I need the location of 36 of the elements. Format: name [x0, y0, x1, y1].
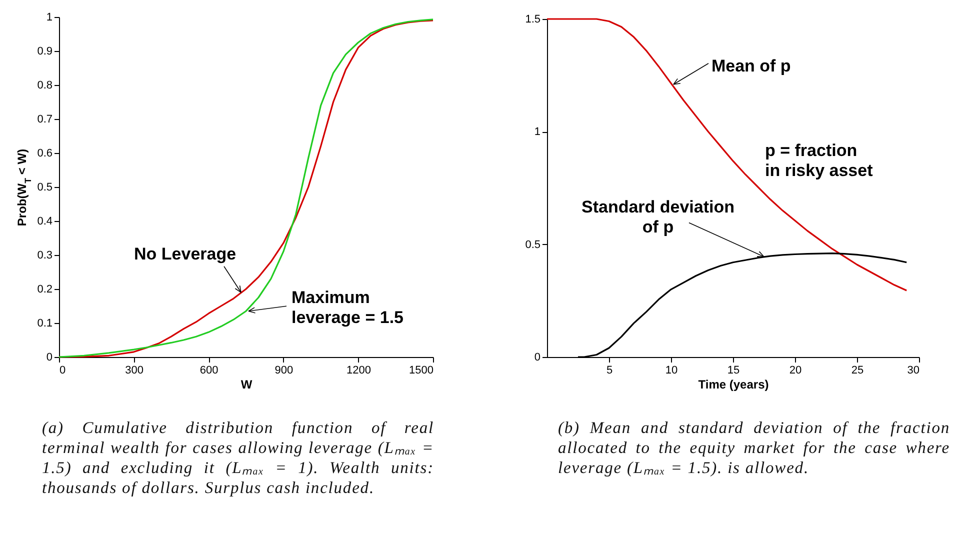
x-tick-label: 15: [727, 364, 740, 376]
x-axis-title: Time (years): [698, 378, 769, 392]
y-tick-label: 0.5: [37, 182, 52, 194]
y-tick-label: 1: [534, 126, 540, 138]
annotation: Maximum leverage = 1.5: [291, 288, 404, 328]
y-tick-label: 0.2: [37, 284, 52, 296]
x-tick-label: 5: [606, 364, 613, 376]
y-tick-label: 0: [534, 352, 540, 364]
y-tick-label: 0.5: [525, 238, 540, 251]
y-tick-label: 0.3: [37, 250, 52, 262]
y-tick-label: 1: [46, 12, 52, 24]
x-tick-label: 600: [200, 364, 218, 376]
y-tick-label: 0.9: [37, 46, 52, 58]
y-tick-label: 0.6: [37, 148, 52, 160]
annotation: Mean of p: [711, 56, 791, 76]
y-tick-label: 0.8: [37, 80, 52, 92]
x-tick-label: 1200: [346, 364, 371, 376]
x-tick-label: 1500: [409, 364, 434, 376]
x-tick-label: 30: [907, 364, 920, 376]
x-tick-label: 900: [274, 364, 294, 376]
y-tick-label: 1.5: [525, 14, 540, 26]
text: (a) Cumulative distribution function of real terminal wealth for cases allowing leverage (Lₘₐₓ = 1.5) and excluding it (Lₘₐₓ = 1). Wealth units: thousands of dollars. Surplus cash included.: [42, 418, 434, 498]
annotation: Standard deviation of p: [581, 198, 735, 237]
x-tick-label: 20: [789, 364, 802, 376]
x-axis-title: W: [240, 378, 253, 392]
x-tick-label: 25: [851, 364, 864, 376]
y-tick-label: 0.4: [37, 216, 52, 228]
annotation: p = fraction in risky asset: [765, 141, 874, 180]
y-tick-label: 0.1: [37, 318, 52, 330]
x-tick-label: 0: [60, 364, 66, 376]
y-tick-label: 0: [46, 352, 52, 364]
x-tick-label: 10: [665, 364, 678, 376]
x-tick-label: 300: [125, 364, 144, 376]
text: (b) Mean and standard deviation of the fraction allocated to the equity market for the case where leverage (Lₘₐₓ = 1.5). is allowed.: [558, 418, 950, 478]
y-tick-label: 0.7: [37, 114, 52, 126]
annotation: No Leverage: [134, 244, 236, 264]
